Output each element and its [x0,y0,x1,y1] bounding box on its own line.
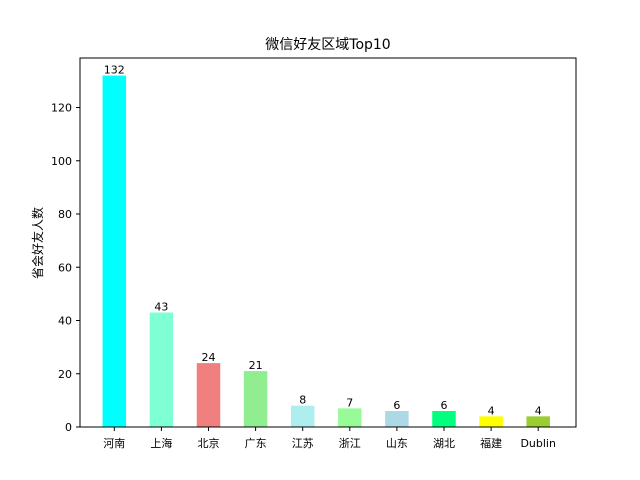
x-tick-label: Dublin [520,437,556,450]
x-tick-label: 北京 [198,436,220,450]
bar-value-label: 6 [393,399,400,412]
bar-value-label: 43 [154,301,168,314]
bar [432,411,456,427]
bar-value-label: 132 [104,64,125,77]
x-tick-label: 上海 [150,436,172,450]
x-tick-label: 湖北 [433,437,455,450]
bar-value-label: 4 [535,404,542,417]
bar-value-label: 21 [249,359,263,372]
y-axis: 0 20 40 60 80 100 120 [51,102,80,434]
x-tick-label: 山东 [386,437,408,450]
y-tick-label: 60 [58,261,72,274]
x-tick-label: 福建 [480,436,502,450]
bar [290,405,315,427]
y-axis-label: 省会好友人数 [30,207,45,279]
bar [526,416,550,427]
bar-value-label: 4 [488,404,495,417]
y-tick-label: 80 [58,208,72,221]
y-tick-label: 20 [58,368,72,381]
bar [479,416,503,427]
bar-value-label: 8 [299,394,306,407]
bar-value-labels: 132 43 24 21 8 7 6 6 4 4 [104,64,542,418]
bar [243,371,268,427]
y-tick-label: 100 [51,155,72,168]
bars-group [102,75,550,428]
bar-value-label: 6 [441,399,448,412]
bar [338,408,362,427]
x-axis: 河南 上海 北京 广东 江苏 浙江 山东 湖北 福建 Dublin [103,427,556,450]
bar [102,75,127,428]
y-tick-label: 0 [65,421,72,434]
x-tick-label: 广东 [245,437,267,450]
x-tick-label: 河南 [103,437,125,450]
chart-title: 微信好友区域Top10 [265,37,390,53]
bar-value-label: 7 [346,396,353,409]
y-tick-label: 120 [51,102,72,115]
plot-frame [79,57,577,428]
bar-value-label: 24 [202,351,216,364]
bar [149,312,174,427]
x-tick-label: 浙江 [339,437,361,450]
bar [385,411,409,427]
x-tick-label: 江苏 [292,437,314,450]
bar [196,363,221,427]
y-tick-label: 40 [58,315,72,328]
